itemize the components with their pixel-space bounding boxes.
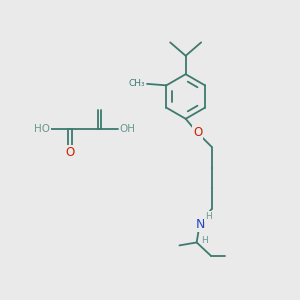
Text: OH: OH bbox=[119, 124, 135, 134]
Text: O: O bbox=[65, 146, 74, 159]
Text: H: H bbox=[205, 212, 212, 221]
Text: CH₃: CH₃ bbox=[129, 80, 146, 88]
Text: O: O bbox=[193, 126, 202, 139]
Text: N: N bbox=[196, 218, 205, 230]
Text: H: H bbox=[202, 236, 208, 244]
Text: HO: HO bbox=[34, 124, 50, 134]
